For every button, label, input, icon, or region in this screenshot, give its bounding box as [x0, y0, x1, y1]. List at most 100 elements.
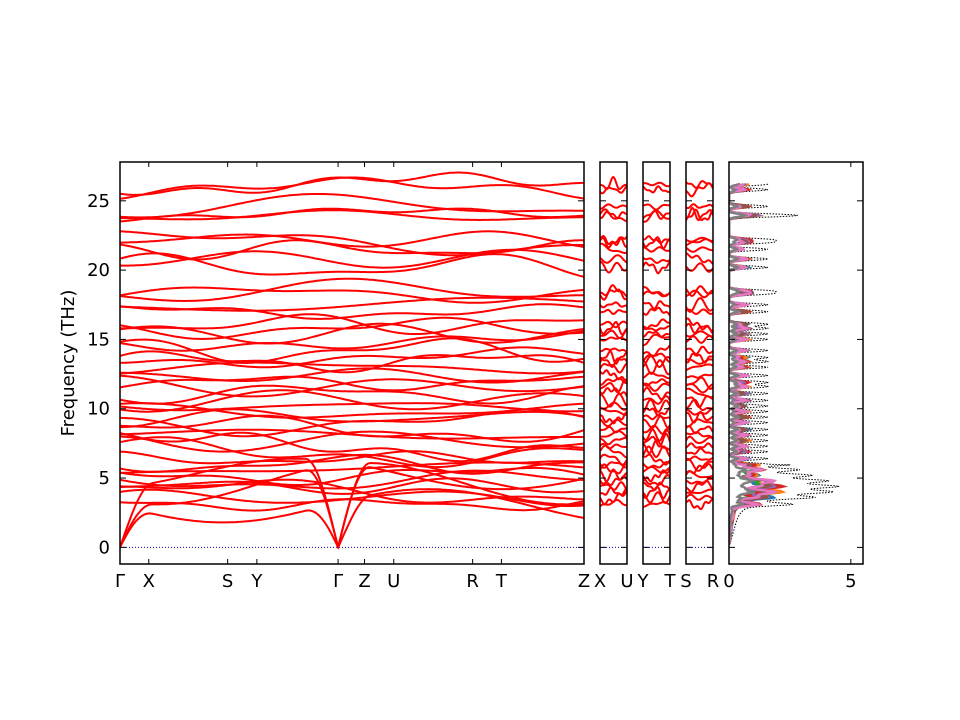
phonon-band — [600, 377, 627, 386]
phonon-band — [600, 475, 627, 487]
phonon-band — [120, 322, 584, 345]
panel-frame — [685, 161, 714, 565]
phonon-band — [686, 455, 713, 462]
phonon-band — [120, 350, 584, 374]
phonon-band — [686, 457, 713, 472]
x-tick-label: R — [707, 571, 720, 592]
phonon-band — [600, 418, 627, 428]
phonon-band — [600, 362, 627, 374]
phonon-band — [600, 261, 627, 274]
phonon-band — [600, 203, 627, 210]
phonon-band — [120, 230, 584, 248]
phonon-band — [686, 410, 713, 424]
panel-frame — [119, 161, 585, 565]
phonon-band — [686, 289, 713, 299]
phonon-band — [600, 378, 627, 394]
phonon-band — [120, 286, 584, 304]
panel-content-1 — [120, 171, 584, 550]
phonon-band — [643, 236, 670, 250]
phonon-band — [120, 209, 584, 221]
phonon-band — [600, 185, 627, 195]
phonon-band — [686, 182, 713, 198]
panel-content-3 — [643, 181, 670, 548]
phonon-band — [600, 411, 627, 425]
y-tick-label: 0 — [99, 537, 110, 558]
phonon-band — [643, 203, 670, 211]
phonon-band — [600, 284, 627, 298]
phonon-band — [120, 402, 584, 413]
y-tick-label: 25 — [87, 191, 110, 212]
phonon-band — [120, 316, 584, 341]
phonon-band — [686, 238, 713, 247]
phonon-band — [600, 328, 627, 340]
x-tick-label: U — [620, 571, 633, 592]
phonon-band — [643, 415, 670, 431]
phonon-band — [120, 384, 584, 405]
phonon-band — [686, 488, 713, 494]
phonon-band — [643, 325, 670, 332]
phonon-band — [120, 469, 584, 490]
panel-frame — [599, 161, 628, 565]
panel-content-4 — [686, 180, 713, 548]
phonon-band — [120, 374, 584, 398]
phonon-band — [643, 371, 670, 380]
x-tick-label: R — [466, 571, 479, 592]
phonon-band — [600, 392, 627, 408]
phonon-band — [120, 478, 584, 504]
x-tick-label: 0 — [723, 571, 734, 592]
phonon-band — [600, 208, 627, 223]
phonon-band — [686, 398, 713, 411]
phonon-band — [600, 254, 627, 264]
phonon-band — [120, 389, 584, 413]
phonon-band — [600, 175, 627, 191]
phonon-band — [643, 290, 670, 298]
phonon-band — [643, 474, 670, 486]
partial-dos-curve — [729, 183, 756, 545]
phonon-band — [686, 322, 713, 335]
total-dos-curve — [729, 183, 840, 545]
phonon-band — [120, 367, 584, 384]
phonon-band — [686, 373, 713, 379]
x-tick-label: S — [680, 571, 691, 592]
phonon-band — [686, 358, 713, 365]
phonon-band — [686, 480, 713, 493]
phonon-band — [686, 493, 713, 501]
phonon-band — [643, 330, 670, 338]
phonon-band — [600, 242, 627, 254]
acoustic-branch — [120, 488, 584, 550]
x-tick-label: S — [222, 571, 233, 592]
phonon-band — [686, 246, 713, 253]
phonon-band — [643, 209, 670, 223]
phonon-band — [120, 252, 584, 278]
phonon-band — [643, 181, 670, 188]
phonon-band — [600, 442, 627, 450]
phonon-band — [120, 408, 584, 429]
phonon-band — [600, 444, 627, 459]
phonon-band — [120, 430, 584, 453]
phonon-band — [600, 347, 627, 353]
phonon-band — [120, 450, 584, 465]
phonon-band — [643, 428, 670, 442]
phonon-band — [643, 235, 670, 245]
x-tick-label: Z — [358, 571, 370, 592]
phonon-band — [600, 210, 627, 220]
phonon-band — [120, 375, 584, 392]
phonon-band — [600, 236, 627, 249]
phonon-band — [686, 363, 713, 371]
phonon-band — [600, 425, 627, 434]
phonon-band — [643, 432, 670, 448]
phonon-band — [600, 308, 627, 316]
phonon-band — [643, 424, 670, 436]
phonon-band — [600, 336, 627, 342]
phonon-band — [686, 498, 713, 510]
phonon-band — [600, 486, 627, 496]
phonon-band — [120, 176, 584, 200]
phonon-band — [600, 350, 627, 365]
phonon-band — [643, 306, 670, 317]
panel-content-5 — [729, 182, 840, 545]
phonon-band — [120, 277, 584, 302]
phonon-band — [600, 430, 627, 439]
